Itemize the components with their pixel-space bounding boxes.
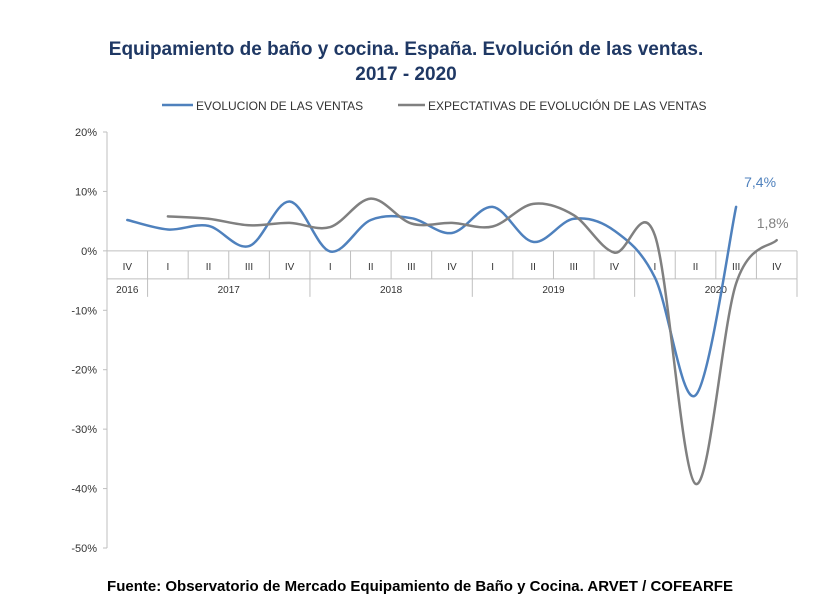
data-label-ventas: 7,4%: [744, 174, 776, 190]
quarter-label: III: [245, 262, 253, 273]
quarter-label: II: [693, 262, 699, 273]
data-label-expectativas: 1,8%: [757, 215, 789, 231]
y-tick-label: -50%: [71, 543, 97, 555]
legend-label-expectativas: EXPECTATIVAS DE EVOLUCIÓN DE LAS VENTAS: [428, 98, 707, 113]
quarter-label: I: [654, 262, 657, 273]
y-tick-label: -40%: [71, 484, 97, 496]
source-note: Fuente: Observatorio de Mercado Equipami…: [107, 578, 733, 595]
y-tick-label: 10%: [75, 186, 97, 198]
y-tick-label: -30%: [71, 424, 97, 436]
y-tick-label: -10%: [71, 305, 97, 317]
year-label: 2020: [705, 285, 728, 296]
quarter-label: I: [329, 262, 332, 273]
y-tick-label: 20%: [75, 127, 97, 139]
series-layer: [126, 197, 778, 486]
year-label: 2019: [542, 285, 565, 296]
quarter-label: III: [732, 262, 740, 273]
quarter-label: IV: [447, 262, 457, 273]
quarter-label: III: [570, 262, 578, 273]
data-labels: 7,4% 1,8%: [744, 174, 789, 231]
axes: 20% 10% 0% -10% -20% -30% -40% -50%: [71, 127, 108, 555]
year-label: 2016: [116, 285, 139, 296]
chart-title-line2: 2017 - 2020: [355, 64, 457, 85]
quarter-label: II: [530, 262, 536, 273]
quarter-label: IV: [772, 262, 782, 273]
quarter-label: I: [491, 262, 494, 273]
legend-label-ventas: EVOLUCION DE LAS VENTAS: [196, 99, 363, 113]
series-line-ventas: [126, 200, 738, 398]
y-tick-label: 0%: [81, 246, 97, 258]
quarter-label: IV: [123, 262, 133, 273]
quarter-label: IV: [285, 262, 295, 273]
year-label: 2018: [380, 285, 403, 296]
quarter-label: III: [407, 262, 415, 273]
quarter-label: I: [166, 262, 169, 273]
quarter-label: II: [368, 262, 374, 273]
y-tick-label: -20%: [71, 365, 97, 377]
quarter-label: II: [206, 262, 212, 273]
chart-title-line1: Equipamiento de baño y cocina. España. E…: [108, 39, 704, 60]
legend: EVOLUCION DE LAS VENTAS EXPECTATIVAS DE …: [162, 98, 707, 113]
year-label: 2017: [218, 285, 241, 296]
series-line-expectativas: [166, 197, 778, 486]
quarter-label: IV: [610, 262, 620, 273]
